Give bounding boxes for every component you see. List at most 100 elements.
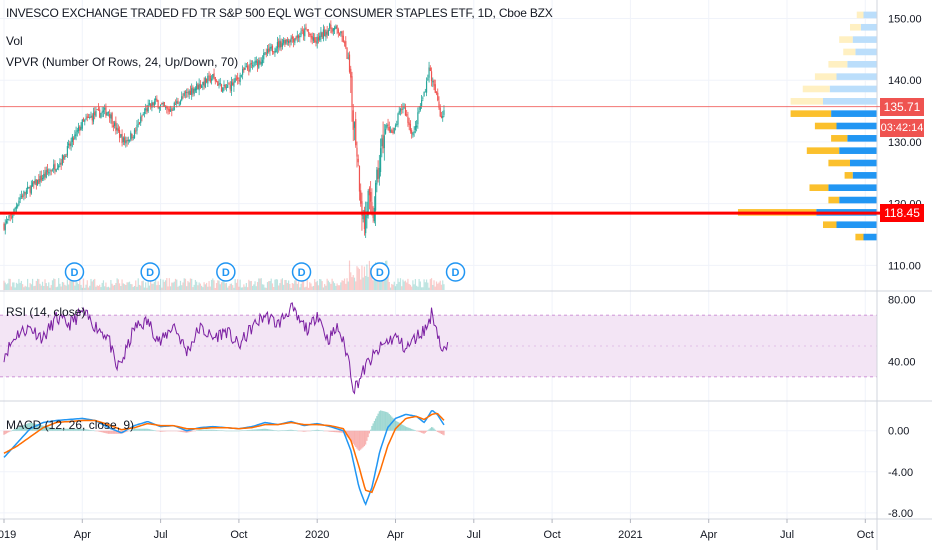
macd-histogram-bar bbox=[290, 429, 292, 431]
macd-histogram-bar bbox=[304, 430, 306, 432]
candle-body bbox=[201, 85, 203, 88]
candle-body bbox=[218, 83, 220, 85]
macd-histogram-bar bbox=[131, 429, 133, 431]
candle-body bbox=[111, 112, 113, 125]
vol-legend[interactable]: Vol bbox=[6, 34, 23, 48]
volume-bar bbox=[233, 287, 235, 290]
volume-bar bbox=[402, 279, 404, 290]
volume-bar bbox=[210, 279, 213, 290]
candle-body bbox=[409, 123, 412, 132]
volume-bar bbox=[187, 281, 189, 290]
candle-body bbox=[38, 179, 40, 184]
volume-bar bbox=[366, 264, 368, 290]
vpvr-legend[interactable]: VPVR (Number Of Rows, 24, Up/Down, 70) bbox=[6, 55, 239, 69]
macd-tick-label: 0.00 bbox=[888, 426, 909, 438]
volume-bar bbox=[120, 286, 122, 290]
vpvr-down-bar bbox=[839, 36, 853, 43]
macd-histogram-bar bbox=[406, 426, 408, 431]
volume-bar bbox=[186, 286, 188, 290]
macd-histogram-bar bbox=[171, 430, 173, 432]
volume-bar bbox=[335, 285, 337, 290]
volume-bar bbox=[404, 280, 407, 290]
vpvr-up-bar bbox=[855, 48, 877, 56]
candle-body bbox=[81, 119, 83, 129]
volume-bar bbox=[101, 282, 103, 290]
volume-bar bbox=[162, 279, 164, 290]
candle-body bbox=[382, 134, 384, 149]
macd-histogram-bar bbox=[237, 430, 239, 432]
candle-body bbox=[270, 46, 272, 49]
volume-bar bbox=[25, 286, 27, 290]
macd-histogram-bar bbox=[373, 420, 375, 431]
candle-body bbox=[58, 165, 60, 168]
volume-bar bbox=[63, 282, 65, 290]
volume-bar bbox=[90, 278, 92, 290]
volume-bar bbox=[150, 280, 152, 290]
vpvr-up-bar bbox=[836, 73, 877, 80]
candle-body bbox=[433, 79, 435, 86]
vpvr-up-bar bbox=[852, 36, 877, 43]
macd-histogram-bar bbox=[421, 430, 423, 433]
volume-bar bbox=[265, 287, 267, 290]
macd-histogram-bar bbox=[29, 422, 31, 431]
candle-body bbox=[184, 91, 187, 94]
candle-body bbox=[14, 207, 16, 210]
candle-body bbox=[55, 169, 57, 172]
volume-bar bbox=[327, 280, 329, 290]
horizontal-lines[interactable] bbox=[0, 106, 880, 215]
macd-histogram-bar bbox=[316, 429, 318, 431]
candle-body bbox=[250, 63, 252, 65]
macd-pane bbox=[3, 410, 445, 507]
candle-body bbox=[416, 125, 418, 128]
volume-bar bbox=[203, 282, 205, 290]
volume-bar bbox=[143, 287, 146, 290]
volume-bar bbox=[20, 280, 22, 290]
candle-body bbox=[33, 181, 35, 184]
candle-body bbox=[34, 179, 36, 184]
volume-bar bbox=[232, 285, 234, 290]
macd-histogram-bar bbox=[365, 430, 367, 445]
volume-bar bbox=[207, 286, 209, 290]
volume-bar bbox=[304, 287, 306, 290]
candle-body bbox=[4, 223, 6, 231]
macd-histogram-bar bbox=[56, 428, 59, 431]
macd-histogram-bar bbox=[36, 424, 39, 431]
candle-body bbox=[402, 107, 404, 110]
macd-histogram-bar bbox=[141, 428, 143, 431]
volume-bar bbox=[71, 278, 73, 290]
volume-bar bbox=[396, 284, 398, 290]
macd-histogram-bar bbox=[307, 430, 310, 432]
candle-body bbox=[237, 77, 239, 80]
time-tick-label: 2020 bbox=[305, 529, 329, 541]
macd-histogram-bar bbox=[166, 430, 168, 432]
candle-body bbox=[138, 122, 141, 125]
candle-body bbox=[312, 37, 315, 41]
candle-body bbox=[61, 154, 64, 165]
macd-histogram-bar bbox=[270, 429, 272, 431]
vpvr-up-bar bbox=[836, 221, 877, 229]
rsi-legend[interactable]: RSI (14, close) bbox=[6, 305, 86, 319]
volume-bar bbox=[70, 279, 72, 290]
volume-bar bbox=[430, 278, 433, 290]
chart-title[interactable]: INVESCO EXCHANGE TRADED FD TR S&P 500 EQ… bbox=[6, 6, 553, 20]
candle-body bbox=[438, 101, 440, 108]
macd-histogram-bar bbox=[173, 430, 175, 432]
candle-body bbox=[284, 39, 286, 45]
macd-histogram-bar bbox=[239, 430, 241, 432]
candle-body bbox=[39, 176, 41, 183]
macd-histogram-bar bbox=[433, 428, 435, 431]
macd-histogram-bar bbox=[302, 430, 305, 432]
candle-body bbox=[79, 126, 81, 131]
macd-histogram-bar bbox=[140, 428, 142, 431]
volume-bar bbox=[242, 287, 244, 290]
volume-bar bbox=[13, 282, 15, 290]
candle-body bbox=[256, 61, 259, 67]
vpvr-down-bar bbox=[828, 60, 848, 68]
candle-body bbox=[234, 77, 236, 83]
volume-bar bbox=[239, 279, 241, 290]
volume-bar bbox=[434, 286, 436, 290]
volume-bar bbox=[270, 278, 272, 290]
volume-bar bbox=[132, 287, 134, 290]
macd-legend[interactable]: MACD (12, 26, close, 9) bbox=[6, 418, 135, 432]
